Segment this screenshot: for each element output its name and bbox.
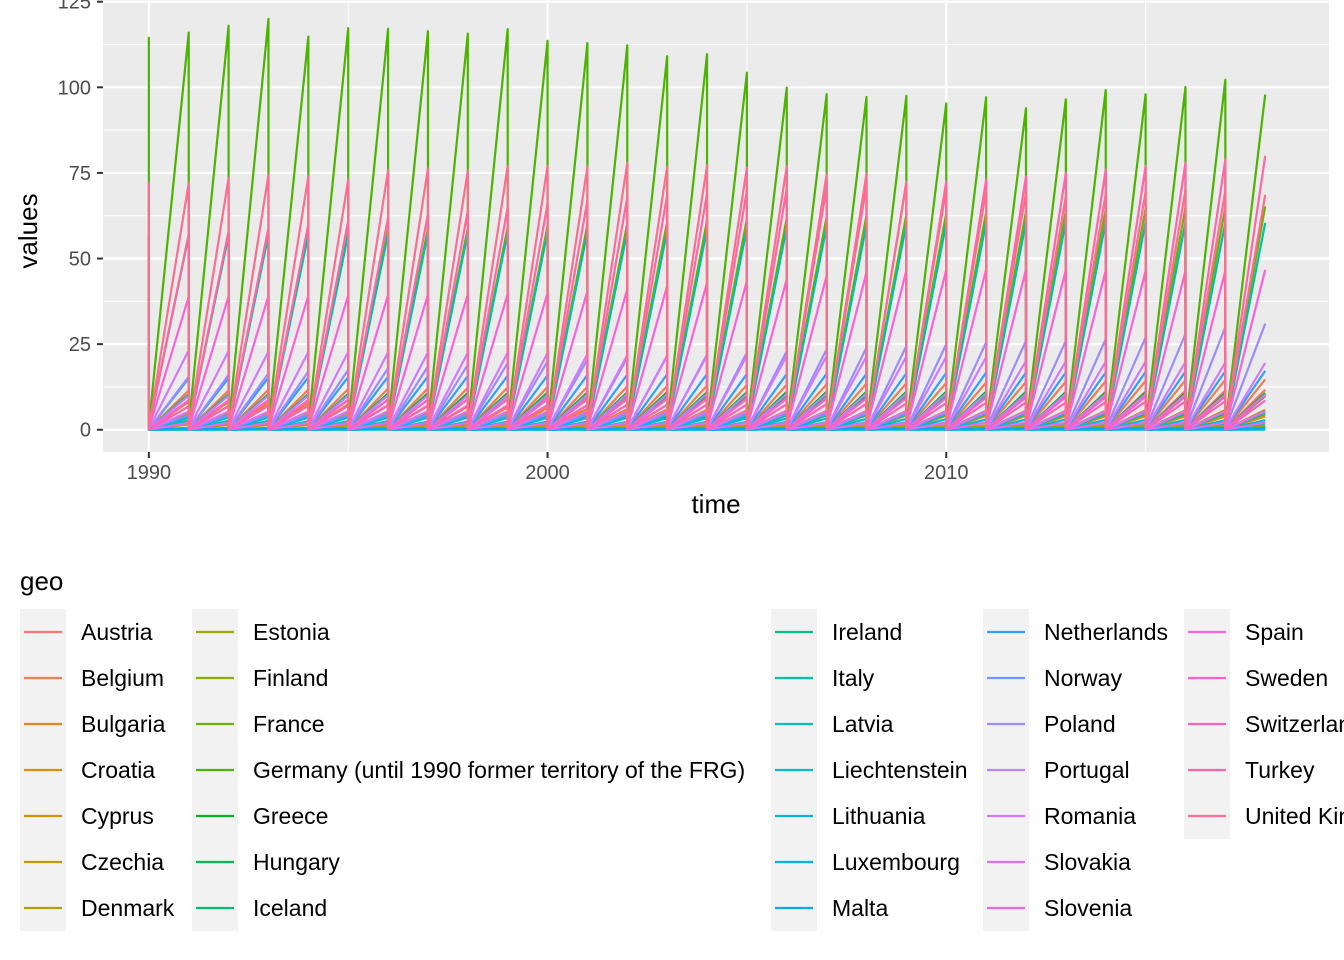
- legend-label: Sweden: [1245, 665, 1328, 691]
- x-tick-label: 2000: [525, 462, 570, 484]
- y-axis: 0 25 50 75 100 125: [58, 0, 103, 442]
- legend-label: Cyprus: [81, 803, 154, 829]
- legend-label: Denmark: [81, 895, 175, 921]
- legend-label: Hungary: [253, 849, 340, 875]
- y-tick-label: 100: [58, 77, 91, 99]
- legend-label: Italy: [832, 665, 875, 691]
- legend-label: Luxembourg: [832, 849, 960, 875]
- legend-label: Spain: [1245, 619, 1304, 645]
- x-tick-label: 1990: [127, 462, 172, 484]
- y-axis-title: values: [13, 193, 43, 268]
- legend-label: Ireland: [832, 619, 902, 645]
- legend-label: Slovakia: [1044, 849, 1131, 875]
- series-line: [147, 161, 1267, 429]
- legend-title: geo: [20, 566, 63, 596]
- legend-label: Portugal: [1044, 757, 1130, 783]
- legend-label: Switzerland: [1245, 711, 1344, 737]
- legend-label: Slovenia: [1044, 895, 1132, 921]
- y-tick-label: 0: [80, 420, 91, 442]
- legend-label: France: [253, 711, 325, 737]
- legend-label: Iceland: [253, 895, 327, 921]
- x-tick-label: 2010: [924, 462, 969, 484]
- legend-label: Lithuania: [832, 803, 926, 829]
- legend-label: Poland: [1044, 711, 1116, 737]
- legend-label: Germany (until 1990 former territory of …: [253, 757, 745, 783]
- y-tick-label: 50: [69, 249, 91, 271]
- y-tick-label: 25: [69, 334, 91, 356]
- legend-label: Latvia: [832, 711, 894, 737]
- legend-label: Romania: [1044, 803, 1136, 829]
- legend-label: Estonia: [253, 619, 330, 645]
- y-tick-label: 125: [58, 0, 91, 14]
- legend-label: Finland: [253, 665, 328, 691]
- legend-label: Liechtenstein: [832, 757, 968, 783]
- legend-label: Czechia: [81, 849, 164, 875]
- legend-label: Malta: [832, 895, 888, 921]
- x-axis-title: time: [691, 489, 740, 519]
- legend-label: Turkey: [1245, 757, 1315, 783]
- legend-label: United Kingdom: [1245, 803, 1344, 829]
- y-tick-label: 75: [69, 163, 91, 185]
- legend-label: Croatia: [81, 757, 155, 783]
- legend-label: Norway: [1044, 665, 1122, 691]
- series-lines: [147, 17, 1267, 431]
- legend-label: Austria: [81, 619, 153, 645]
- legend-label: Belgium: [81, 665, 164, 691]
- legend-label: Netherlands: [1044, 619, 1168, 645]
- legend-label: Greece: [253, 803, 328, 829]
- legend-label: Bulgaria: [81, 711, 166, 737]
- x-axis: 1990 2000 2010: [127, 452, 969, 484]
- legend: Austria Belgium Bulgaria Croatia Cyprus Czech…: [20, 609, 1344, 931]
